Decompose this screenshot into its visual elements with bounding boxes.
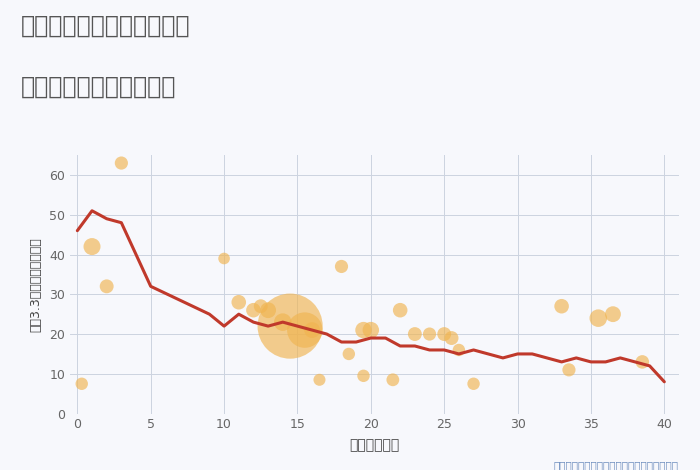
Point (446, 334, 457, 342)
Point (454, 346, 465, 354)
Point (336, 263, 347, 270)
Point (410, 330, 421, 338)
X-axis label: 築年数（年）: 築年数（年） (349, 439, 400, 453)
Point (564, 366, 575, 374)
Point (248, 306, 259, 314)
Text: 築年数別中古戸建て価格: 築年数別中古戸建て価格 (21, 75, 176, 99)
Point (468, 380, 480, 388)
Point (358, 372, 369, 380)
Point (556, 303, 567, 310)
Text: 兵庫県朝来市山東町一品の: 兵庫県朝来市山東町一品の (21, 14, 190, 38)
Point (76, 380, 88, 388)
Point (284, 322, 295, 330)
Point (299, 326, 310, 334)
Point (387, 376, 398, 384)
Point (439, 330, 450, 338)
Point (365, 326, 377, 334)
Point (608, 310, 619, 318)
Point (424, 330, 435, 338)
Point (637, 358, 648, 366)
Point (307, 326, 318, 334)
Text: 円の大きさは、取引のあった物件面積を示す: 円の大きさは、取引のあった物件面積を示す (554, 460, 679, 470)
Point (101, 282, 112, 290)
Y-axis label: 坪（3.3㎡）単価（万円）: 坪（3.3㎡）単価（万円） (29, 237, 42, 332)
Point (256, 303, 267, 310)
Point (314, 376, 325, 384)
Point (116, 159, 127, 167)
Point (277, 318, 288, 326)
Point (218, 255, 230, 262)
Point (593, 314, 604, 322)
Point (262, 306, 274, 314)
Point (358, 326, 369, 334)
Point (395, 306, 406, 314)
Point (86, 243, 97, 251)
Point (233, 298, 244, 306)
Point (343, 350, 354, 358)
